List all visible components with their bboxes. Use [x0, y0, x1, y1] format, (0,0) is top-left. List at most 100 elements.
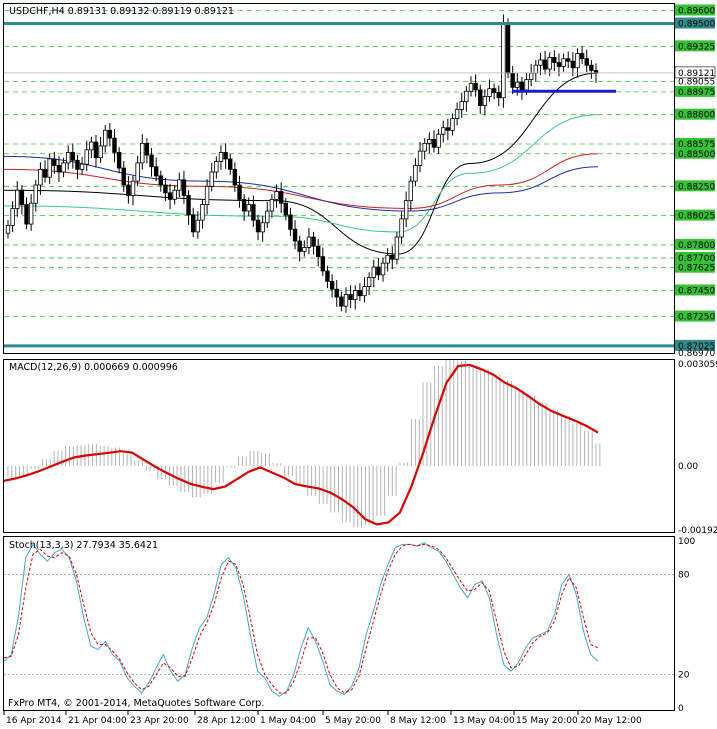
candle-body-102	[478, 89, 483, 106]
price-tick-label-4: 0.89055	[678, 77, 715, 87]
price-axis: 0.89600 0.89500 0.89325 0.891210.890550.889…	[674, 4, 716, 359]
candle-body-4	[24, 204, 29, 225]
candle-body-45	[214, 161, 219, 173]
price-tick-label-15: 0.87250	[678, 313, 715, 323]
candle-body-90	[422, 142, 427, 152]
candle-body-26	[126, 184, 131, 196]
candle-body-13	[65, 152, 71, 164]
candle-body-59	[278, 191, 284, 204]
candle-body-78	[366, 277, 372, 287]
candle-body-114	[533, 64, 539, 74]
price-tick-label-0: 0.89600	[678, 7, 715, 17]
candle-body-95	[445, 127, 451, 131]
candle-body-46	[218, 152, 224, 162]
macd-tick-label-1: 0.00	[678, 462, 698, 472]
candle-body-79	[371, 266, 376, 278]
candle-body-31	[149, 154, 154, 168]
price-label-box-13	[675, 261, 715, 273]
candle-body-20	[98, 145, 103, 159]
candle-body-60	[283, 202, 288, 216]
candle-body-108	[505, 23, 511, 74]
candle-body-122	[570, 60, 576, 69]
candle-body-9	[47, 158, 52, 178]
price-label-box-14	[675, 284, 715, 296]
time-tick-label-5: 5 May 20:00	[325, 716, 381, 726]
price-label-box-3	[674, 66, 716, 79]
macd-signal-line	[3, 363, 599, 526]
time-tick-label-9: 20 May 12:00	[580, 716, 642, 726]
candle-body-51	[241, 198, 247, 212]
candle-body-91	[427, 139, 432, 144]
stoch-main-line	[3, 542, 599, 697]
candle-body-54	[255, 219, 261, 233]
candle-body-110	[515, 81, 520, 88]
candle-body-123	[575, 53, 580, 69]
price-label-box-10	[675, 209, 715, 221]
candle-body-116	[542, 59, 548, 70]
candle-body-41	[195, 219, 201, 233]
candle-body-44	[209, 171, 214, 187]
candle-body-83	[390, 254, 395, 260]
candle-body-11	[56, 165, 62, 173]
macd-pane-frame	[3, 359, 675, 533]
macd-label: MACD(12,26,9) 0.000669 0.000996	[9, 362, 178, 373]
candle-body-77	[362, 286, 367, 297]
candle-body-32	[153, 166, 159, 177]
candle-body-98	[459, 101, 464, 110]
candle-body-39	[186, 195, 191, 216]
candle-body-2	[15, 189, 20, 209]
candle-body-68	[320, 256, 326, 272]
price-label-box-15	[675, 310, 715, 322]
candle-body-33	[158, 175, 163, 186]
candle-body-93	[436, 133, 441, 148]
candle-body-17	[84, 149, 89, 165]
candle-body-38	[181, 179, 187, 196]
candle-body-85	[399, 218, 404, 238]
price-label-box-16	[675, 339, 715, 351]
candle-body-80	[376, 266, 381, 276]
candle-body-103	[482, 96, 488, 106]
candle-body-63	[297, 240, 302, 252]
candle-body-67	[316, 245, 321, 258]
price-pane-frame	[3, 3, 675, 354]
candle-body-61	[288, 214, 293, 230]
candle-body-5	[28, 202, 34, 225]
candle-body-76	[357, 290, 363, 297]
candle-body-15	[75, 159, 80, 170]
price-label-box-5	[675, 85, 715, 97]
price-tick-label-12: 0.87700	[678, 254, 715, 264]
candlesticks	[5, 14, 599, 313]
candle-body-22	[107, 129, 113, 139]
candle-body-21	[103, 129, 108, 147]
candle-body-96	[450, 118, 455, 131]
price-tick-label-11: 0.87800	[678, 241, 715, 251]
candle-body-82	[385, 254, 390, 264]
stoch-label: Stoch(13,3,3) 27.7934 35.6421	[9, 540, 158, 551]
price-label-box-7	[675, 137, 715, 149]
candle-body-34	[163, 184, 168, 194]
candle-body-6	[33, 184, 38, 204]
candle-body-29	[140, 142, 145, 164]
copyright-text: FxPro MT4, © 2001-2014, MetaQuotes Softw…	[8, 698, 264, 709]
candle-body-73	[343, 293, 349, 307]
stoch-axis: 100 80 20 0	[678, 537, 695, 714]
candle-body-121	[566, 58, 571, 62]
candle-body-36	[172, 189, 177, 200]
candle-body-112	[524, 79, 529, 91]
candle-body-10	[52, 158, 57, 166]
candle-body-105	[491, 88, 497, 93]
time-tick-label-3: 28 Apr 12:00	[197, 716, 256, 726]
candle-body-8	[42, 168, 48, 178]
moving-average-blue	[3, 155, 599, 212]
horizontal-levels[interactable]	[4, 22, 674, 348]
candle-body-71	[334, 288, 339, 298]
candle-body-92	[431, 139, 437, 148]
price-label-box-11	[675, 238, 715, 250]
price-label-box-8	[675, 147, 715, 159]
candle-body-70	[329, 280, 335, 290]
price-tick-label-2: 0.89325	[678, 42, 715, 52]
candle-body-81	[380, 262, 386, 276]
price-label-box-12	[675, 251, 715, 263]
candle-body-48	[228, 158, 233, 170]
